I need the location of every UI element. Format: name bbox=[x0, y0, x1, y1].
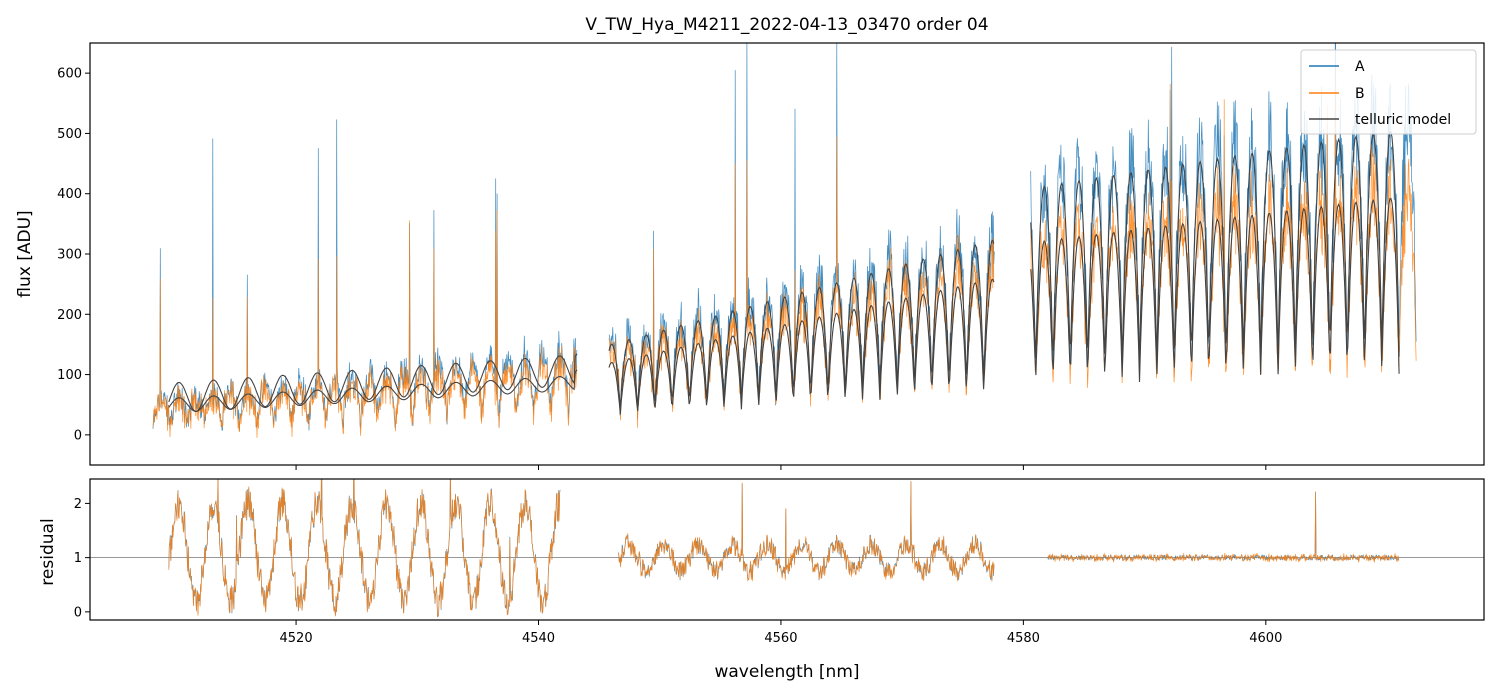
bottom-y-tick-label: 1 bbox=[74, 551, 82, 566]
top-y-tick-label: 400 bbox=[57, 187, 82, 202]
top-panel-plot-area bbox=[152, 43, 1417, 438]
legend-label-a: A bbox=[1355, 59, 1365, 75]
chart-title: V_TW_Hya_M4211_2022-04-13_03470 order 04 bbox=[585, 15, 988, 35]
x-tick-label: 4560 bbox=[764, 631, 797, 646]
top-y-tick-label: 100 bbox=[57, 368, 82, 383]
top-y-tick-label: 600 bbox=[57, 67, 82, 82]
x-tick-label: 4540 bbox=[522, 631, 555, 646]
top-y-tick-label: 200 bbox=[57, 308, 82, 323]
bottom-x-axis: 4520 4540 4560 4580 4600 bbox=[280, 620, 1282, 646]
legend-box bbox=[1300, 49, 1477, 135]
bottom-y-tick-label: 0 bbox=[74, 605, 82, 620]
x-tick-label: 4600 bbox=[1249, 631, 1282, 646]
top-y-tick-label: 500 bbox=[57, 127, 82, 142]
bottom-y-tick-label: 2 bbox=[74, 497, 82, 512]
series-b-line bbox=[152, 76, 1417, 438]
x-axis-label: wavelength [nm] bbox=[714, 662, 859, 682]
residual-a-line bbox=[168, 479, 1400, 618]
telluric-model-line-a bbox=[168, 130, 1400, 412]
top-panel-frame bbox=[89, 42, 1485, 466]
bottom-panel-frame bbox=[89, 478, 1485, 621]
legend-label-b: B bbox=[1355, 86, 1365, 102]
top-y-axis: 0 100 200 300 400 500 600 bbox=[57, 67, 90, 443]
x-tick-label: 4580 bbox=[1007, 631, 1040, 646]
bottom-panel-plot-area bbox=[90, 479, 1484, 618]
top-x-axis-ticks bbox=[295, 465, 1267, 470]
legend: A B telluric model bbox=[1300, 49, 1477, 135]
top-y-tick-label: 0 bbox=[74, 428, 82, 443]
x-tick-label: 4520 bbox=[280, 631, 313, 646]
bottom-y-axis: 0 1 2 bbox=[74, 497, 90, 620]
legend-label-telluric: telluric model bbox=[1355, 112, 1451, 128]
top-y-tick-label: 300 bbox=[57, 248, 82, 263]
bottom-y-axis-label: residual bbox=[38, 518, 58, 585]
residual-b-line bbox=[168, 479, 1400, 618]
telluric-model-line-b bbox=[168, 197, 1400, 415]
top-y-axis-label: flux [ADU] bbox=[15, 210, 35, 297]
